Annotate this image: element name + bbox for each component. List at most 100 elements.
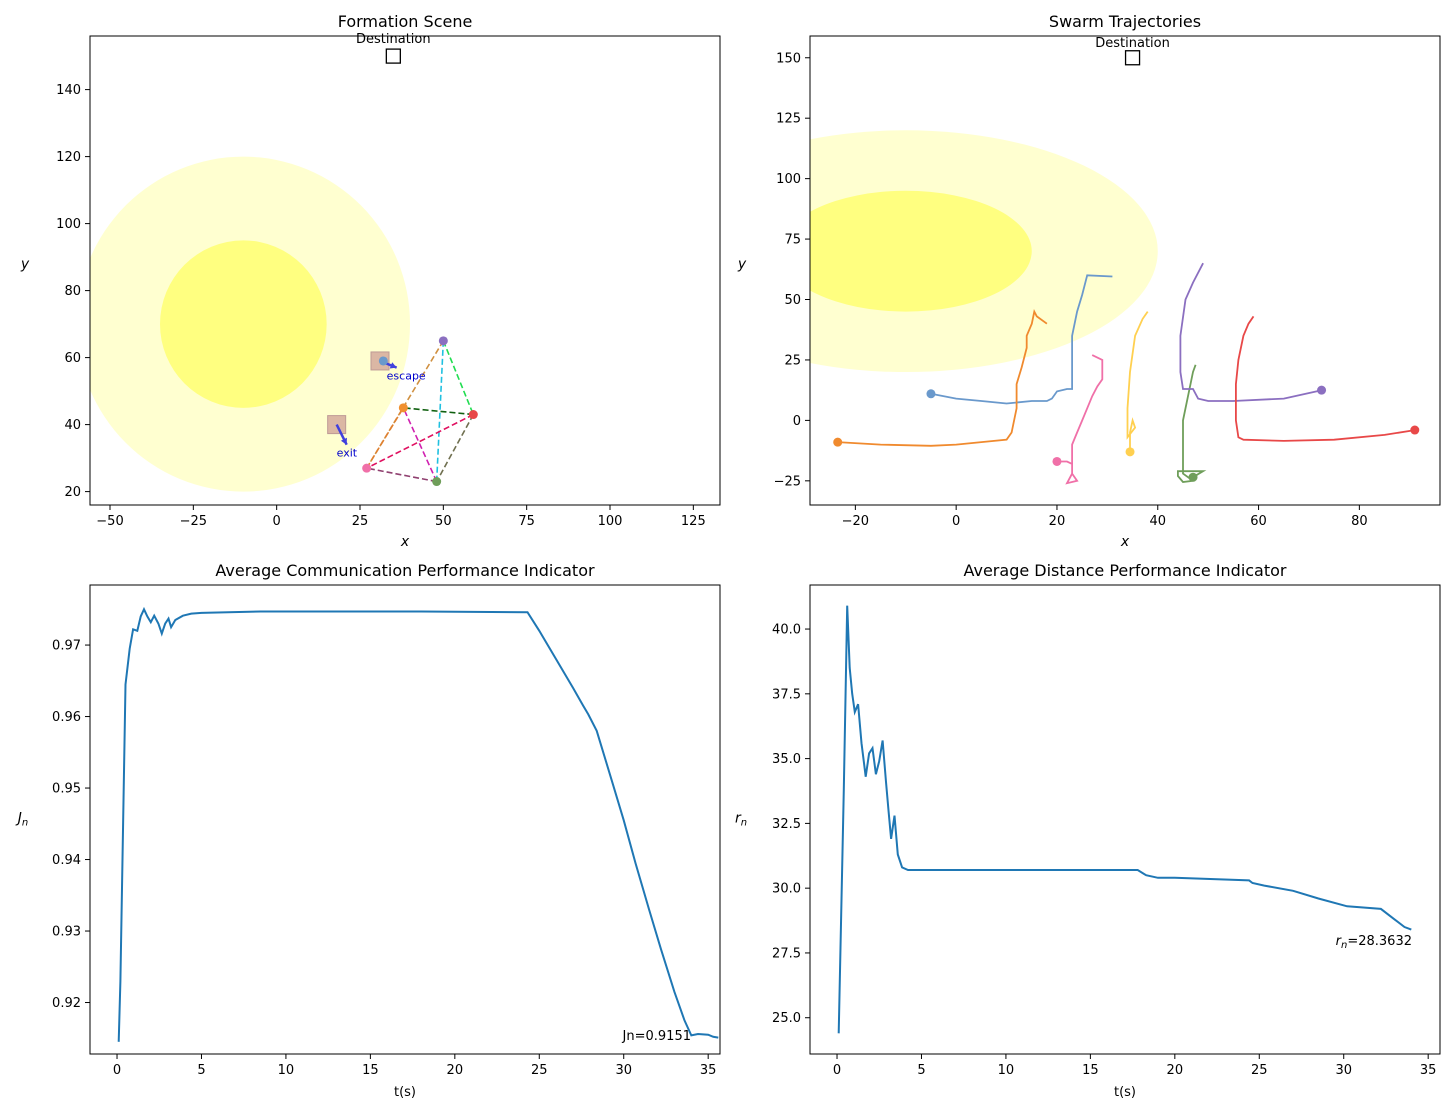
trajectory-line — [1179, 262, 1322, 402]
agent-point — [398, 403, 408, 413]
y-tick-label: 27.5 — [772, 946, 801, 961]
y-tick-label: 140 — [56, 83, 81, 98]
y-tick-label: 0 — [793, 414, 801, 429]
destination-marker — [1124, 50, 1141, 66]
series-line — [117, 606, 719, 1042]
y-tick-label: 125 — [776, 112, 801, 127]
x-tick-label: 20 — [1049, 514, 1066, 529]
final-value-annotation: rn=28.3632 — [1336, 934, 1412, 951]
x-tick-label: −20 — [842, 514, 869, 529]
trajectory-start-point — [1188, 472, 1198, 482]
y-tick-label: 80 — [64, 284, 81, 299]
y-tick-label: 25.0 — [772, 1011, 801, 1026]
x-tick-label: 5 — [197, 1063, 205, 1078]
x-tick-label: 25 — [531, 1063, 548, 1078]
axes-frame — [809, 35, 1441, 506]
axes-frame — [89, 35, 721, 506]
y-tick-label: 32.5 — [772, 817, 801, 832]
x-axis-label: t(s) — [394, 1085, 416, 1100]
communication-link — [435, 340, 445, 482]
y-tick-label: 120 — [56, 150, 81, 165]
y-tick-label: 100 — [56, 217, 81, 232]
x-tick-label: −50 — [96, 514, 123, 529]
agent-point — [432, 477, 442, 487]
x-tick-label: 60 — [1250, 514, 1267, 529]
y-tick-label: 0.96 — [52, 710, 81, 725]
x-tick-label: 5 — [917, 1063, 925, 1078]
annotation-subscript: n — [1341, 940, 1347, 951]
x-tick-label: 75 — [518, 514, 535, 529]
chart-title: Average Communication Performance Indica… — [215, 561, 595, 580]
chart-title: Formation Scene — [338, 12, 473, 31]
distance-indicator-chart: 0 5 10 15 20 25 30 35 25.0 27.5 30.0 32.5 35.0 37.5 40… — [735, 561, 1441, 1100]
annotation-value: =28.3632 — [1347, 934, 1412, 949]
threat-zone — [810, 190, 1032, 312]
chart-title: Average Distance Performance Indicator — [963, 561, 1286, 580]
destination-label: Destination — [356, 32, 431, 47]
y-tick-label: 25 — [784, 353, 801, 368]
destination-label: Destination — [1095, 36, 1170, 51]
trajectory-start-point — [1052, 456, 1062, 466]
y-tick-label: 75 — [784, 233, 801, 248]
agent-point — [362, 463, 372, 473]
destination-marker — [385, 48, 401, 64]
plot-area: escape exit — [90, 156, 478, 492]
agent-point — [438, 336, 448, 346]
series-line — [837, 605, 1412, 1034]
chart-title: Swarm Trajectories — [1049, 12, 1201, 31]
trajectory-line — [930, 274, 1113, 405]
x-tick-label: 40 — [1149, 514, 1166, 529]
x-tick-label: 30 — [1335, 1063, 1352, 1078]
trajectory-line — [1235, 315, 1415, 442]
communication-link — [435, 414, 475, 482]
y-tick-label: 0.92 — [52, 996, 81, 1011]
formation-scene-chart: escape exit Destination −50 −25 0 25 50 75 100 125… — [20, 12, 721, 550]
y-tick-label: 60 — [64, 351, 81, 366]
x-tick-label: −25 — [180, 514, 207, 529]
y-tick-label: 30.0 — [772, 882, 801, 897]
final-value-annotation: Jn=0.9151 — [622, 1029, 691, 1044]
x-axis-label: x — [1120, 534, 1130, 550]
x-tick-label: 80 — [1351, 514, 1368, 529]
y-tick-label: 0.94 — [52, 853, 81, 868]
communication-link — [366, 413, 474, 469]
y-axis-label: y — [20, 257, 30, 273]
y-tick-label: 0.95 — [52, 782, 81, 797]
y-tick-label: 20 — [64, 485, 81, 500]
trajectory-line — [1057, 354, 1104, 485]
axes-frame — [89, 584, 721, 1055]
trajectory-start-point — [1410, 425, 1420, 435]
swarm-trajectories-chart: Destination −20 0 20 40 60 80 −25 0 25 50 75 100 125 1… — [737, 12, 1441, 550]
y-axis-label-subscript: n — [741, 818, 747, 829]
communication-indicator-chart: 0 5 10 15 20 25 30 35 0.92 0.93 0.94 0.95 0.96 0.97 Av… — [15, 561, 721, 1100]
trajectory-start-point — [1317, 385, 1327, 395]
y-axis-label: Jn — [15, 811, 28, 829]
x-tick-label: 50 — [435, 514, 452, 529]
direction-arrowhead — [389, 362, 397, 369]
agent-point — [378, 356, 388, 366]
x-tick-label: 10 — [998, 1063, 1015, 1078]
exit-label: exit — [337, 447, 358, 460]
communication-link — [402, 407, 438, 482]
axes-frame — [809, 584, 1441, 1055]
y-tick-label: 35.0 — [772, 752, 801, 767]
y-tick-label: 37.5 — [772, 687, 801, 702]
y-tick-label: −25 — [774, 474, 801, 489]
escape-label: escape — [387, 370, 426, 383]
communication-link — [442, 340, 475, 415]
y-tick-label: 0.93 — [52, 925, 81, 940]
x-tick-label: 0 — [952, 514, 960, 529]
y-tick-label: 40.0 — [772, 623, 801, 638]
y-axis-label-subscript: n — [22, 818, 28, 829]
x-tick-label: 25 — [352, 514, 369, 529]
x-tick-label: 35 — [700, 1063, 717, 1078]
annotation-symbol: r — [1336, 934, 1343, 949]
y-tick-label: 0.97 — [52, 639, 81, 654]
communication-link — [365, 407, 405, 469]
x-tick-label: 15 — [362, 1063, 379, 1078]
x-tick-label: 30 — [615, 1063, 632, 1078]
trajectory-start-point — [926, 389, 936, 399]
x-tick-label: 0 — [273, 514, 281, 529]
x-tick-label: 100 — [598, 514, 623, 529]
